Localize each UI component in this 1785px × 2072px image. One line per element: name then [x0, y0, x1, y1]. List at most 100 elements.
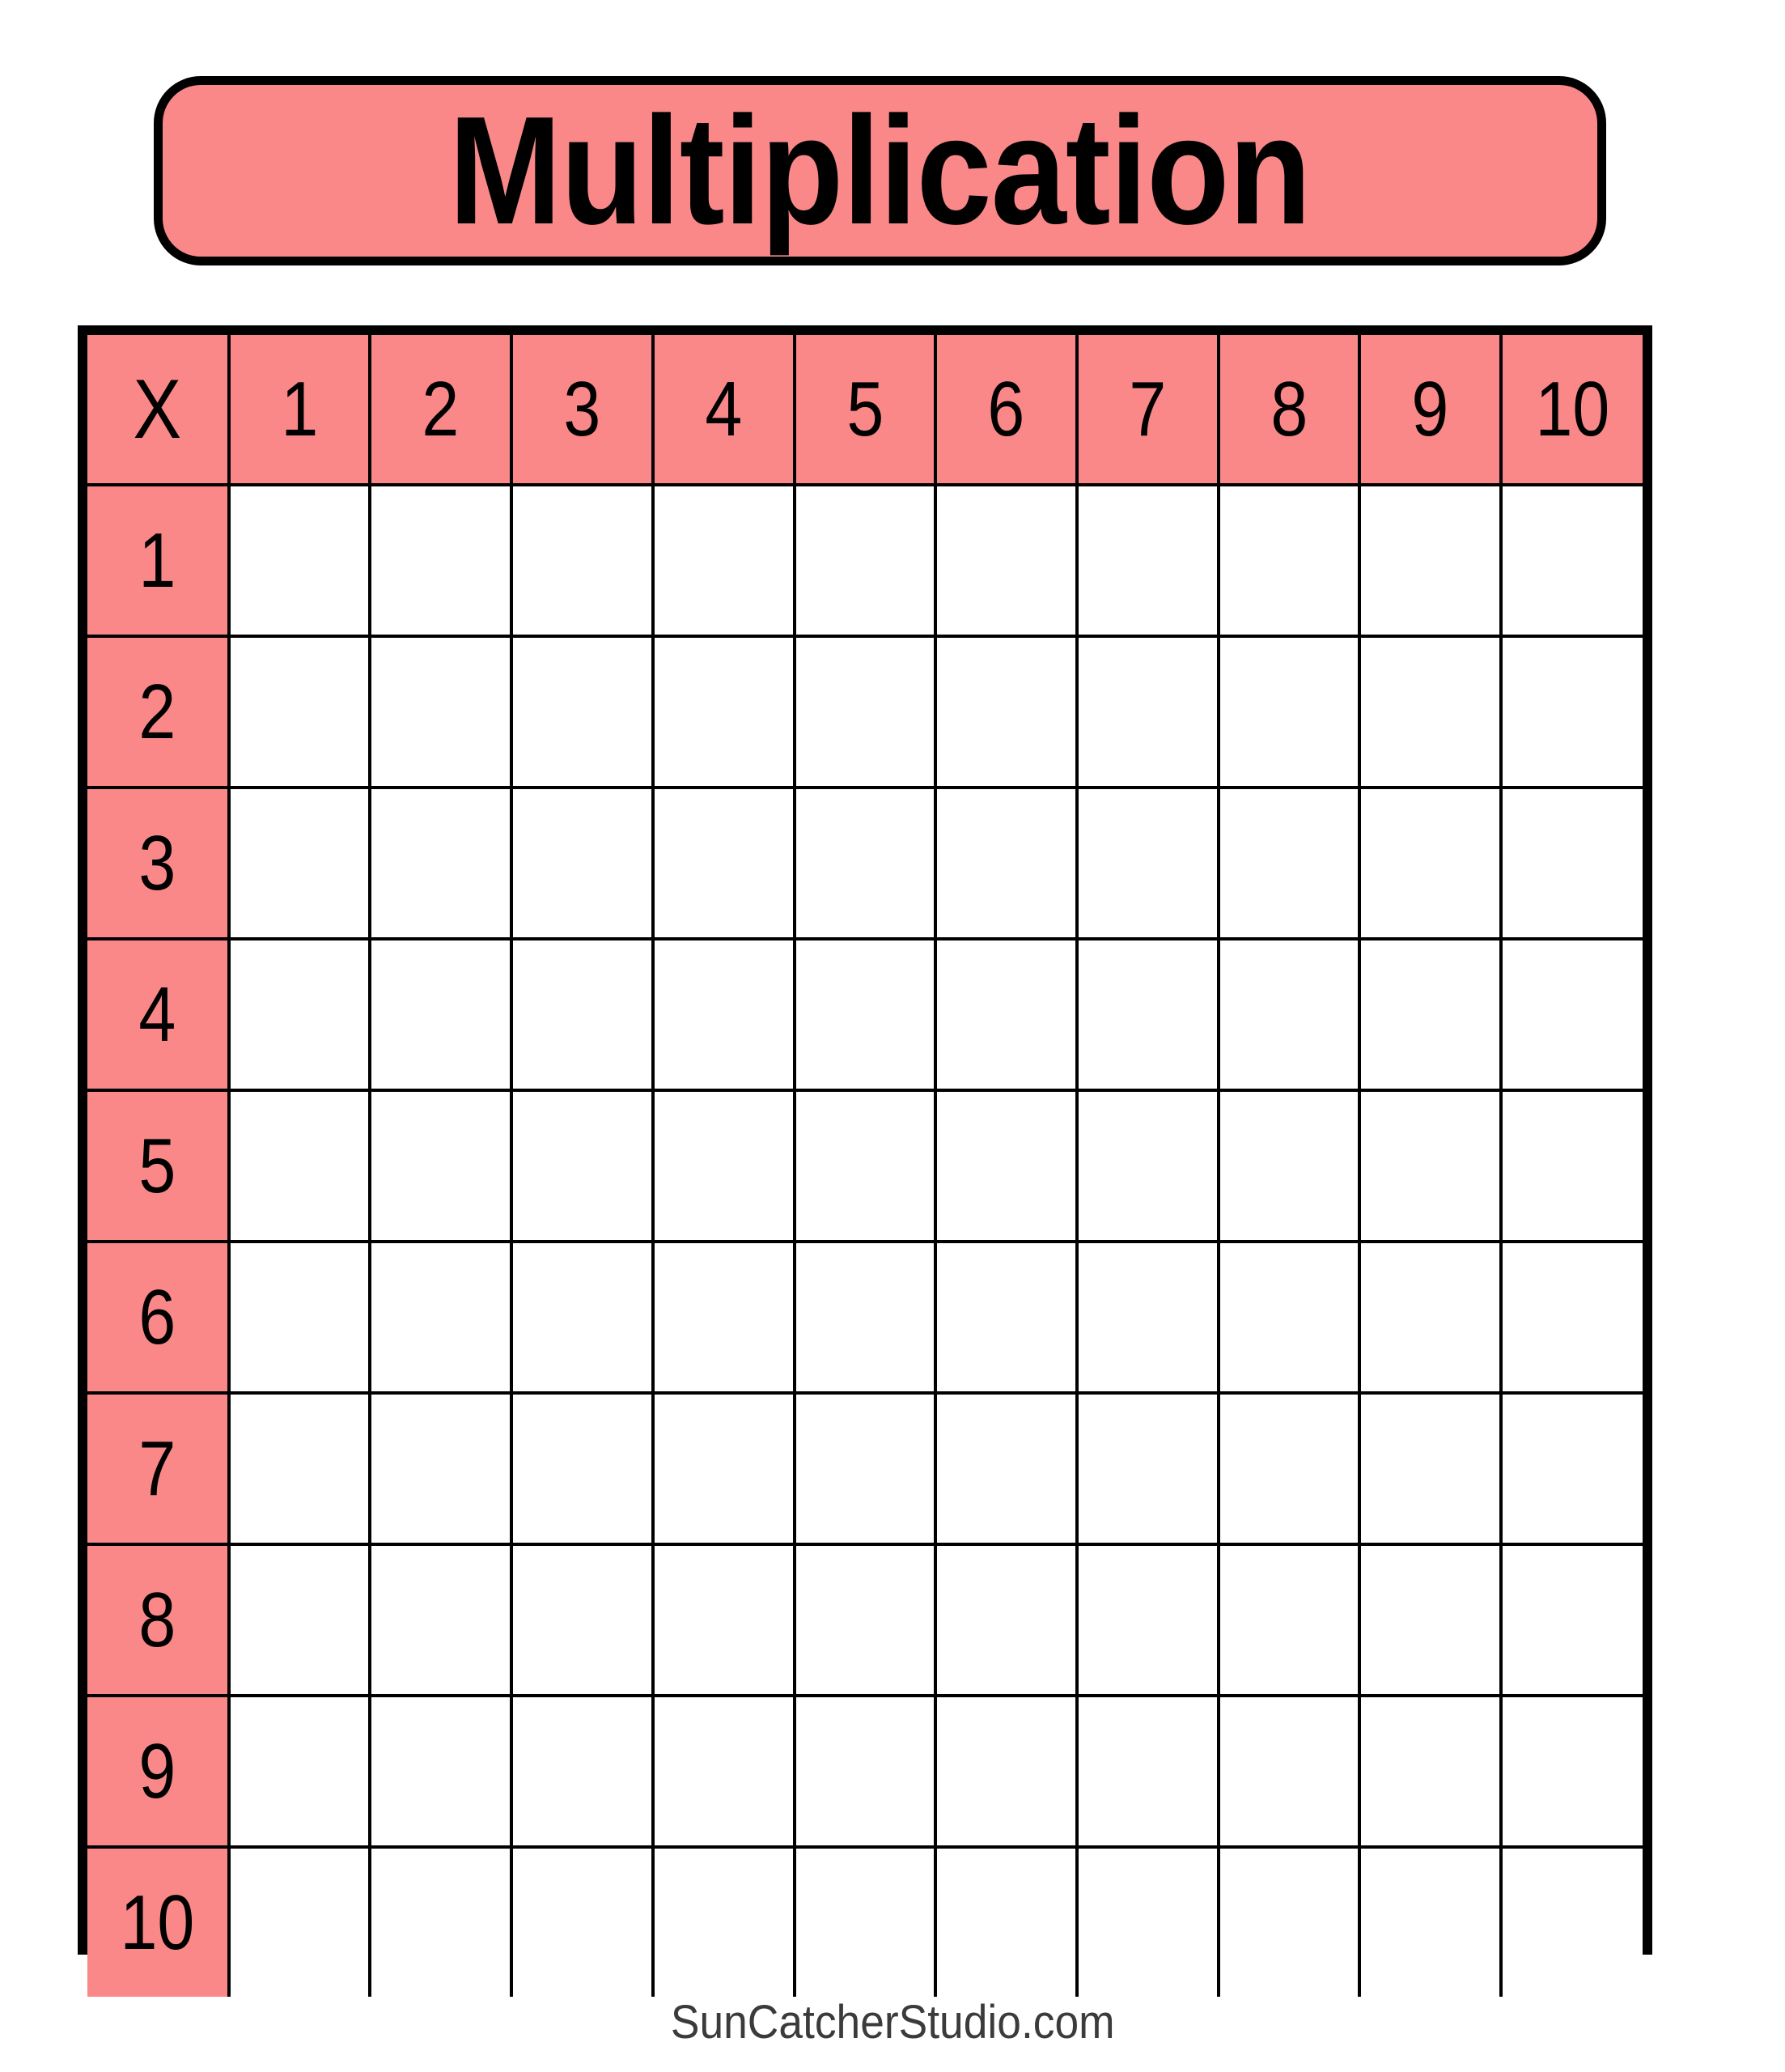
answer-cell-1-9[interactable]: [1358, 483, 1503, 638]
answer-cell-10-10[interactable]: [1499, 1845, 1643, 1997]
answer-cell-10-7[interactable]: [1075, 1845, 1220, 1997]
answer-cell-7-2[interactable]: [368, 1391, 514, 1546]
answer-cell-9-6[interactable]: [934, 1694, 1079, 1849]
answer-cell-1-5[interactable]: [792, 483, 938, 638]
answer-cell-6-10[interactable]: [1499, 1240, 1643, 1395]
answer-cell-10-8[interactable]: [1216, 1845, 1362, 1997]
answer-cell-8-4[interactable]: [651, 1543, 796, 1697]
answer-cell-7-7[interactable]: [1075, 1391, 1220, 1546]
answer-cell-1-10[interactable]: [1499, 483, 1643, 638]
answer-cell-4-9[interactable]: [1358, 937, 1503, 1092]
answer-cell-7-9[interactable]: [1358, 1391, 1503, 1546]
answer-cell-6-3[interactable]: [510, 1240, 655, 1395]
answer-cell-10-5[interactable]: [792, 1845, 938, 1997]
answer-cell-8-1[interactable]: [227, 1543, 372, 1697]
answer-cell-4-3[interactable]: [510, 937, 655, 1092]
answer-cell-1-2[interactable]: [368, 483, 514, 638]
answer-cell-4-10[interactable]: [1499, 937, 1643, 1092]
answer-cell-10-9[interactable]: [1358, 1845, 1503, 1997]
answer-cell-2-7[interactable]: [1075, 635, 1220, 789]
answer-cell-4-5[interactable]: [792, 937, 938, 1092]
answer-cell-3-1[interactable]: [227, 786, 372, 940]
answer-cell-3-6[interactable]: [934, 786, 1079, 940]
answer-cell-2-8[interactable]: [1216, 635, 1362, 789]
answer-cell-7-10[interactable]: [1499, 1391, 1643, 1546]
answer-cell-6-6[interactable]: [934, 1240, 1079, 1395]
answer-cell-5-8[interactable]: [1216, 1089, 1362, 1243]
answer-cell-5-5[interactable]: [792, 1089, 938, 1243]
answer-cell-5-1[interactable]: [227, 1089, 372, 1243]
answer-cell-4-1[interactable]: [227, 937, 372, 1092]
answer-cell-3-8[interactable]: [1216, 786, 1362, 940]
answer-cell-9-4[interactable]: [651, 1694, 796, 1849]
answer-cell-5-2[interactable]: [368, 1089, 514, 1243]
answer-cell-8-10[interactable]: [1499, 1543, 1643, 1697]
answer-cell-2-10[interactable]: [1499, 635, 1643, 789]
answer-cell-9-1[interactable]: [227, 1694, 372, 1849]
answer-cell-1-3[interactable]: [510, 483, 655, 638]
answer-cell-9-3[interactable]: [510, 1694, 655, 1849]
answer-cell-9-10[interactable]: [1499, 1694, 1643, 1849]
answer-cell-10-1[interactable]: [227, 1845, 372, 1997]
answer-cell-5-4[interactable]: [651, 1089, 796, 1243]
answer-cell-7-6[interactable]: [934, 1391, 1079, 1546]
answer-cell-6-4[interactable]: [651, 1240, 796, 1395]
answer-cell-4-8[interactable]: [1216, 937, 1362, 1092]
answer-cell-8-6[interactable]: [934, 1543, 1079, 1697]
answer-cell-3-5[interactable]: [792, 786, 938, 940]
answer-cell-8-8[interactable]: [1216, 1543, 1362, 1697]
answer-cell-9-8[interactable]: [1216, 1694, 1362, 1849]
answer-cell-9-7[interactable]: [1075, 1694, 1220, 1849]
answer-cell-2-4[interactable]: [651, 635, 796, 789]
answer-cell-8-5[interactable]: [792, 1543, 938, 1697]
answer-cell-9-5[interactable]: [792, 1694, 938, 1849]
answer-cell-3-4[interactable]: [651, 786, 796, 940]
answer-cell-7-1[interactable]: [227, 1391, 372, 1546]
answer-cell-7-4[interactable]: [651, 1391, 796, 1546]
answer-cell-8-7[interactable]: [1075, 1543, 1220, 1697]
answer-cell-2-9[interactable]: [1358, 635, 1503, 789]
answer-cell-3-2[interactable]: [368, 786, 514, 940]
answer-cell-1-7[interactable]: [1075, 483, 1220, 638]
answer-cell-6-2[interactable]: [368, 1240, 514, 1395]
answer-cell-3-7[interactable]: [1075, 786, 1220, 940]
answer-cell-3-9[interactable]: [1358, 786, 1503, 940]
answer-cell-5-9[interactable]: [1358, 1089, 1503, 1243]
answer-cell-10-6[interactable]: [934, 1845, 1079, 1997]
answer-cell-5-10[interactable]: [1499, 1089, 1643, 1243]
answer-cell-9-2[interactable]: [368, 1694, 514, 1849]
answer-cell-1-4[interactable]: [651, 483, 796, 638]
answer-cell-3-10[interactable]: [1499, 786, 1643, 940]
answer-cell-10-2[interactable]: [368, 1845, 514, 1997]
answer-cell-4-6[interactable]: [934, 937, 1079, 1092]
answer-cell-7-8[interactable]: [1216, 1391, 1362, 1546]
answer-cell-6-1[interactable]: [227, 1240, 372, 1395]
answer-cell-8-3[interactable]: [510, 1543, 655, 1697]
answer-cell-5-7[interactable]: [1075, 1089, 1220, 1243]
answer-cell-4-2[interactable]: [368, 937, 514, 1092]
answer-cell-7-3[interactable]: [510, 1391, 655, 1546]
answer-cell-6-5[interactable]: [792, 1240, 938, 1395]
answer-cell-10-3[interactable]: [510, 1845, 655, 1997]
answer-cell-7-5[interactable]: [792, 1391, 938, 1546]
answer-cell-9-9[interactable]: [1358, 1694, 1503, 1849]
answer-cell-1-8[interactable]: [1216, 483, 1362, 638]
answer-cell-2-3[interactable]: [510, 635, 655, 789]
answer-cell-4-4[interactable]: [651, 937, 796, 1092]
answer-cell-5-6[interactable]: [934, 1089, 1079, 1243]
answer-cell-8-2[interactable]: [368, 1543, 514, 1697]
answer-cell-1-6[interactable]: [934, 483, 1079, 638]
answer-cell-10-4[interactable]: [651, 1845, 796, 1997]
answer-cell-2-5[interactable]: [792, 635, 938, 789]
answer-cell-8-9[interactable]: [1358, 1543, 1503, 1697]
answer-cell-3-3[interactable]: [510, 786, 655, 940]
answer-cell-6-7[interactable]: [1075, 1240, 1220, 1395]
answer-cell-2-2[interactable]: [368, 635, 514, 789]
answer-cell-6-9[interactable]: [1358, 1240, 1503, 1395]
answer-cell-4-7[interactable]: [1075, 937, 1220, 1092]
answer-cell-6-8[interactable]: [1216, 1240, 1362, 1395]
answer-cell-1-1[interactable]: [227, 483, 372, 638]
answer-cell-2-6[interactable]: [934, 635, 1079, 789]
answer-cell-5-3[interactable]: [510, 1089, 655, 1243]
answer-cell-2-1[interactable]: [227, 635, 372, 789]
